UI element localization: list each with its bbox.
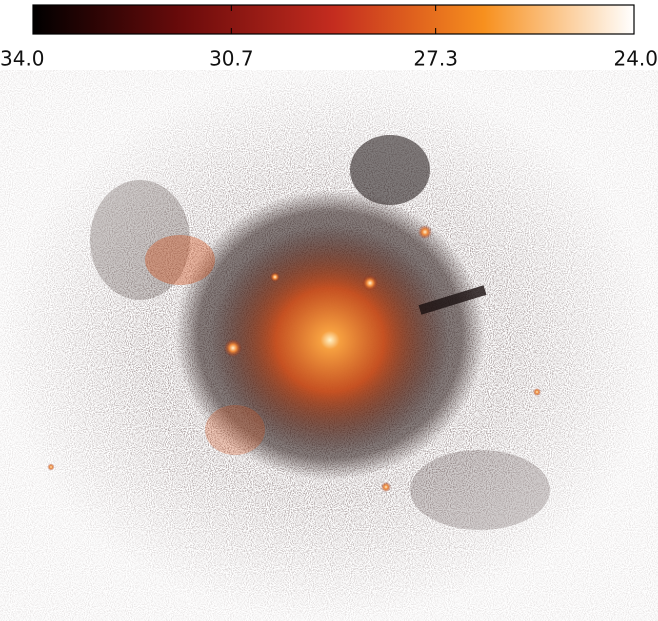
tick-label: 30.7 (209, 47, 254, 71)
tick-label: 34.0 (0, 47, 45, 71)
tick-label: 27.3 (413, 47, 458, 71)
tick-label: 24.0 (613, 47, 658, 71)
image (0, 70, 658, 621)
colorbar (32, 4, 635, 35)
